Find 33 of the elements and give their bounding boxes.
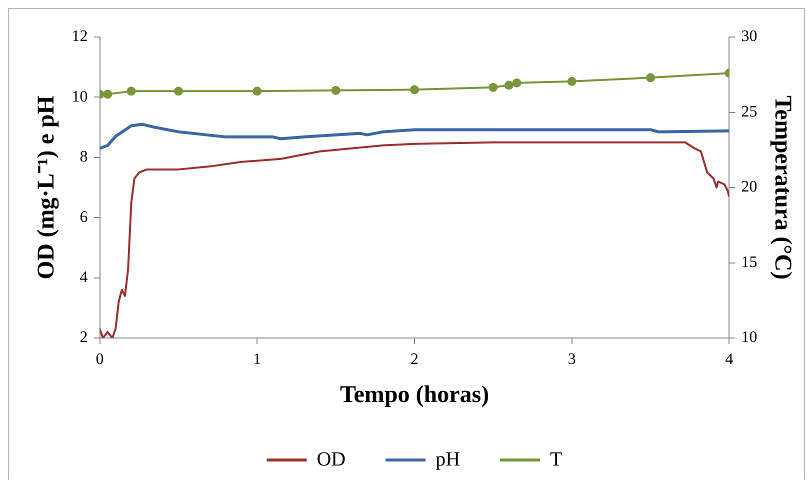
point: [252, 86, 262, 96]
y-tick-label: 12: [72, 28, 88, 46]
y2-axis-title: Temperatura (°C): [769, 95, 796, 280]
point: [174, 86, 183, 96]
y-tick-label: 2: [80, 329, 88, 346]
y2-tick-label: 10: [741, 329, 758, 346]
legend-label: T: [550, 448, 562, 470]
point: [488, 82, 498, 92]
point: [410, 85, 419, 94]
point: [646, 73, 656, 82]
legend-label: OD: [316, 448, 346, 470]
y2-tick-label: 20: [741, 178, 758, 196]
y-tick-label: 4: [80, 269, 88, 286]
y2-tick-label: 25: [741, 103, 758, 120]
x-tick-label: 4: [725, 350, 734, 368]
point: [567, 76, 576, 86]
y2-tick-label: 30: [741, 28, 758, 46]
point: [512, 78, 522, 88]
x-axis-title: Tempo (horas): [340, 382, 490, 408]
x-tick-label: 3: [568, 350, 576, 368]
y-tick-label: 6: [80, 208, 88, 226]
point: [126, 86, 136, 96]
point: [331, 86, 340, 95]
y-tick-label: 10: [72, 88, 88, 106]
point: [103, 90, 112, 99]
x-tick-label: 1: [253, 350, 262, 368]
y2-tick-label: 15: [741, 254, 758, 271]
y-axis-title: OD (mg·L⁻¹) e pH: [34, 95, 60, 280]
x-tick-label: 2: [410, 350, 418, 368]
legend-label: pH: [436, 448, 460, 470]
y-tick-label: 8: [80, 148, 88, 166]
x-tick-label: 0: [96, 350, 104, 368]
point: [504, 80, 514, 90]
